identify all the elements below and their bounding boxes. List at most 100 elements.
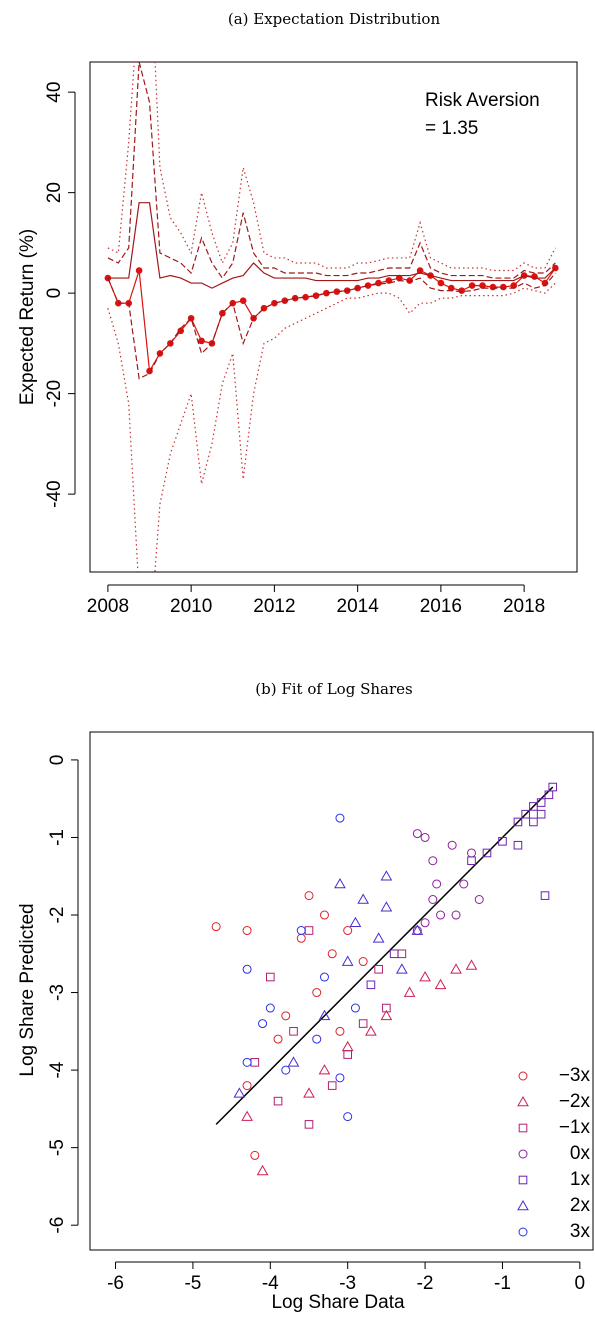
y-tick-label: 40 [44, 82, 65, 103]
y-tick-label: 0 [47, 755, 68, 766]
legend-symbol [518, 1227, 528, 1237]
x-tick-label: -6 [107, 1273, 124, 1294]
x-tick-label: 2018 [503, 596, 545, 617]
data-point [318, 1064, 331, 1075]
data-point [521, 809, 530, 819]
data-point [239, 297, 247, 304]
data-point [467, 848, 477, 858]
data-point [459, 879, 469, 889]
data-point [304, 1120, 314, 1129]
series-line [107, 62, 556, 272]
data-point [341, 1040, 354, 1052]
data-point [241, 1110, 253, 1121]
data-point [428, 856, 438, 866]
annotation: Risk Aversion [425, 90, 540, 111]
data-point [358, 957, 368, 967]
data-point [434, 978, 447, 990]
data-point [529, 817, 538, 827]
data-point [474, 894, 484, 904]
series-line [107, 272, 556, 380]
data-point [482, 848, 492, 858]
data-point [177, 327, 185, 335]
series-line [107, 267, 556, 373]
data-point [233, 1087, 246, 1098]
data-point [135, 267, 143, 274]
data-point [447, 284, 455, 292]
legend-label: 0x [570, 1143, 591, 1164]
y-tick-label: -3 [47, 984, 68, 1001]
data-point [258, 1019, 268, 1029]
data-point [242, 1081, 252, 1091]
legend-symbol [518, 1175, 528, 1185]
data-point [366, 980, 376, 990]
data-point [540, 891, 550, 900]
data-point [428, 894, 438, 904]
data-point [467, 856, 476, 866]
data-point [403, 986, 416, 997]
legend-label: −3x [559, 1065, 591, 1086]
data-point [319, 972, 329, 982]
y-axis-label: Log Share Predicted [17, 903, 38, 1076]
data-point [489, 283, 497, 291]
legend-label: 2x [570, 1195, 591, 1216]
legend-label: −1x [559, 1117, 591, 1138]
legend-label: −2x [559, 1091, 591, 1112]
data-point [451, 910, 461, 920]
data-point [343, 1112, 353, 1122]
data-point [498, 837, 507, 846]
y-tick-label: 0 [44, 288, 65, 299]
data-point [349, 916, 362, 928]
data-point [465, 959, 478, 970]
data-point [513, 840, 523, 850]
x-tick-label: 2012 [253, 596, 295, 617]
data-point [380, 870, 393, 881]
data-point [281, 1065, 291, 1075]
data-point [265, 1003, 275, 1013]
data-point [304, 891, 314, 901]
x-tick-label: -1 [494, 1273, 511, 1294]
y-axis-label: Expected Return (%) [17, 229, 38, 405]
data-point [510, 282, 518, 289]
data-point [375, 279, 382, 287]
data-point [343, 1050, 352, 1059]
data-point [529, 802, 538, 811]
data-point [536, 809, 546, 819]
data-point [256, 1164, 269, 1176]
data-point [500, 283, 507, 291]
data-point [389, 949, 399, 959]
data-point [289, 1027, 298, 1036]
data-point [335, 813, 345, 823]
data-point [380, 901, 393, 912]
x-tick-label: -4 [262, 1273, 279, 1294]
data-point [447, 840, 457, 850]
data-point [541, 279, 549, 287]
y-tick-label: -5 [47, 1139, 68, 1156]
data-point [358, 1019, 368, 1028]
data-point [450, 963, 462, 974]
x-tick-label: -3 [339, 1273, 356, 1294]
data-point [468, 282, 476, 289]
data-point [343, 926, 353, 936]
data-point [242, 1057, 252, 1067]
data-point [397, 949, 407, 959]
data-point [211, 922, 221, 932]
x-tick-label: 2010 [170, 596, 212, 617]
data-point [395, 274, 403, 282]
x-tick-label: 0 [575, 1273, 586, 1294]
data-point [281, 1011, 291, 1021]
y-tick-label: -4 [47, 1061, 68, 1078]
x-axis-label: Log Share Data [271, 1292, 405, 1313]
data-point [335, 1026, 345, 1036]
legend-symbol [518, 1123, 528, 1133]
x-tick-label: 2014 [337, 596, 380, 617]
data-point [319, 910, 329, 920]
data-point [350, 1003, 360, 1013]
data-point [420, 832, 430, 842]
data-point [380, 1009, 393, 1021]
data-point [420, 918, 430, 928]
plot-area [104, 62, 559, 572]
data-point [296, 933, 306, 943]
chart-title: (a) Expectation Distribution [228, 10, 441, 28]
data-point [419, 971, 431, 982]
data-point [341, 955, 354, 966]
